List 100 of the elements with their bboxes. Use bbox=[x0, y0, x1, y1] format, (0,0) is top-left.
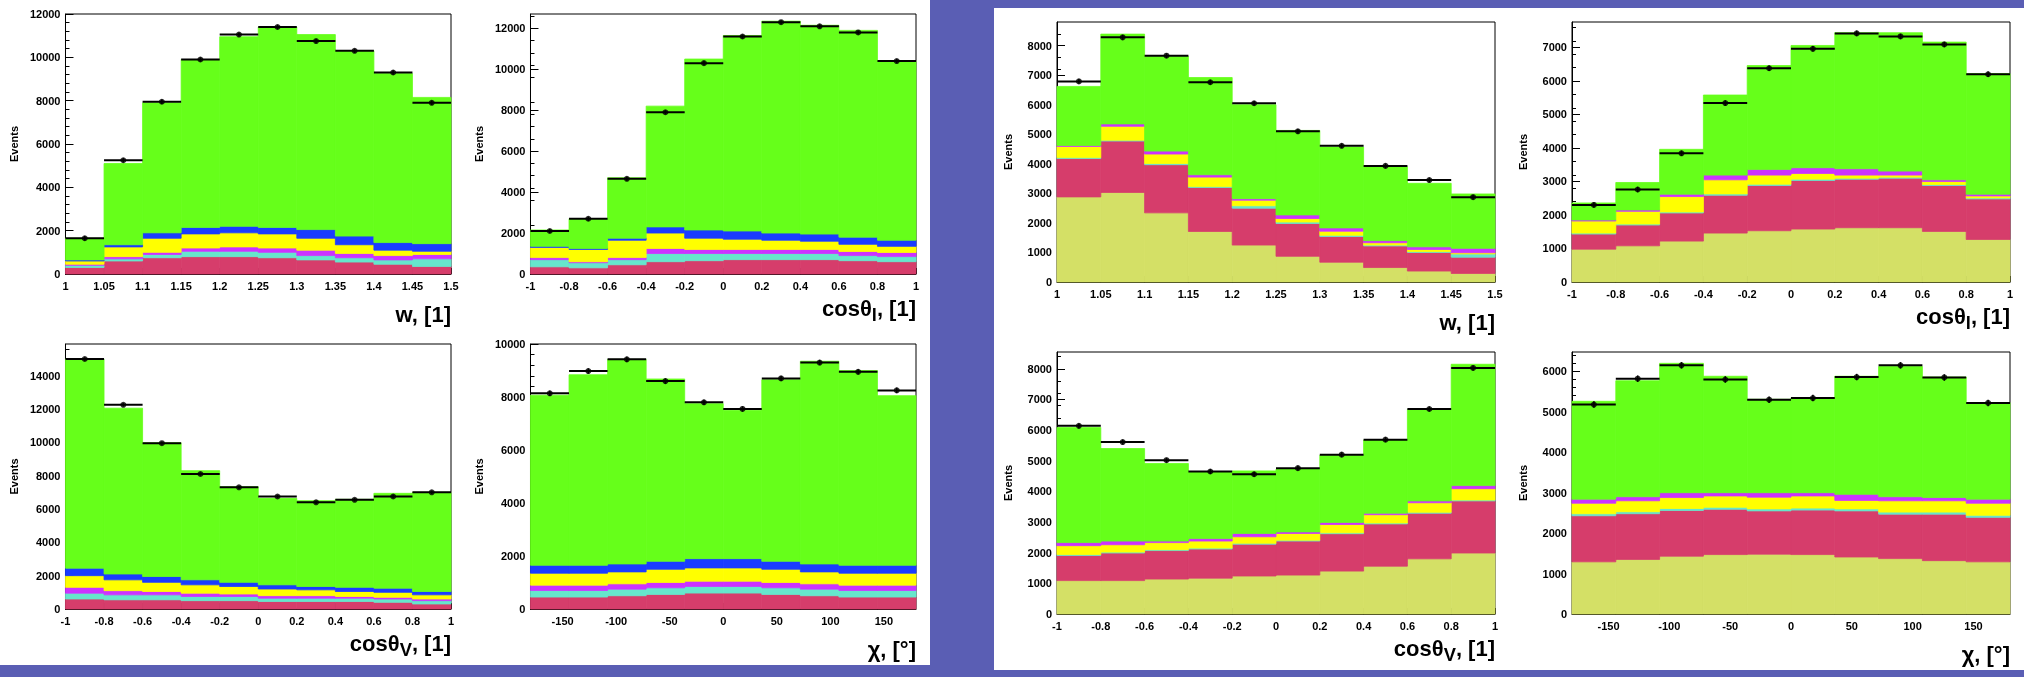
x-tick-label: 1.5 bbox=[443, 279, 459, 292]
x-tick-label: 1 bbox=[62, 279, 69, 292]
x-tick-label: -0.2 bbox=[675, 279, 695, 292]
x-tick-label: 0 bbox=[1272, 619, 1280, 632]
y-tick-label: 5000 bbox=[1542, 108, 1567, 121]
x-tick-label: 1.05 bbox=[93, 279, 115, 292]
x-axis-title: cosθ$_{V}$, [1] bbox=[1393, 635, 1495, 667]
x-tick-label: -0.4 bbox=[636, 279, 657, 292]
x-tick-label: -0.8 bbox=[94, 614, 114, 627]
y-tick-label: 3000 bbox=[1542, 175, 1567, 188]
y-tick-label: 12000 bbox=[29, 8, 61, 20]
x-tick-label: 0.6 bbox=[1399, 619, 1416, 632]
x-axis-title: χ, [°] bbox=[867, 637, 916, 663]
x-tick-label: 1.3 bbox=[289, 279, 305, 292]
x-tick-label: 1.1 bbox=[134, 279, 151, 292]
x-tick-label: -0.8 bbox=[559, 279, 579, 292]
y-tick-label: 14000 bbox=[29, 369, 61, 382]
x-tick-label: 0.6 bbox=[366, 614, 382, 627]
y-tick-label: 8000 bbox=[36, 469, 61, 482]
y-tick-label: 2000 bbox=[1542, 527, 1567, 540]
x-tick-label: 150 bbox=[1964, 619, 1983, 632]
y-tick-label: 10000 bbox=[29, 436, 61, 449]
x-tick-label: 1.25 bbox=[247, 279, 269, 292]
y-axis-title: Events bbox=[1516, 464, 1529, 502]
y-tick-label: 0 bbox=[519, 603, 526, 615]
y-tick-label: 12000 bbox=[29, 403, 61, 415]
y-tick-label: 0 bbox=[54, 268, 61, 280]
y-tick-label: 8000 bbox=[36, 94, 61, 107]
y-axis-title: Events bbox=[7, 458, 20, 495]
y-axis-title: Events bbox=[472, 125, 485, 163]
x-tick-label: 0.2 bbox=[1827, 287, 1843, 300]
y-tick-label: 4000 bbox=[36, 536, 61, 549]
y-tick-label: 1000 bbox=[1542, 242, 1567, 255]
y-tick-label: 8000 bbox=[501, 104, 526, 117]
y-tick-label: 10000 bbox=[494, 338, 526, 350]
x-tick-label: 1.1 bbox=[1136, 287, 1153, 300]
x-tick-label: 1.3 bbox=[1312, 287, 1328, 300]
x-tick-label: 1.25 bbox=[1265, 287, 1287, 300]
y-tick-label: 8000 bbox=[1027, 362, 1052, 375]
x-tick-label: 150 bbox=[874, 614, 894, 627]
x-tick-label: 1.35 bbox=[324, 279, 347, 292]
x-tick-label: -0.2 bbox=[1222, 619, 1242, 632]
y-axis-title: Events bbox=[472, 458, 485, 495]
y-tick-label: 1000 bbox=[1542, 567, 1567, 580]
x-tick-label: -1 bbox=[1052, 619, 1062, 632]
x-tick-label: 1 bbox=[912, 279, 920, 292]
y-tick-label: 12000 bbox=[494, 22, 526, 35]
y-tick-label: 4000 bbox=[1542, 141, 1567, 154]
x-tick-label: 0.4 bbox=[327, 614, 344, 627]
x-tick-label: -50 bbox=[1722, 619, 1739, 632]
x-tick-label: 50 bbox=[770, 614, 783, 627]
x-tick-label: 100 bbox=[1903, 619, 1922, 632]
x-tick-label: 0.8 bbox=[1958, 287, 1974, 300]
y-tick-label: 2000 bbox=[501, 550, 526, 562]
x-tick-label: 0.8 bbox=[869, 279, 886, 292]
x-tick-label: 0.8 bbox=[1443, 619, 1459, 632]
y-tick-label: 4000 bbox=[36, 181, 61, 194]
x-tick-label: 1.35 bbox=[1352, 287, 1375, 300]
x-tick-label: 1.5 bbox=[1487, 287, 1503, 300]
y-tick-label: 6000 bbox=[36, 503, 61, 515]
x-tick-label: -150 bbox=[551, 614, 574, 627]
x-tick-label: 50 bbox=[1845, 619, 1858, 632]
y-tick-label: 10000 bbox=[29, 51, 61, 64]
x-tick-label: 0.8 bbox=[404, 614, 421, 627]
x-tick-label: 0.4 bbox=[1355, 619, 1373, 632]
x-tick-label: 1.4 bbox=[366, 279, 383, 292]
x-tick-label: 1.45 bbox=[1440, 287, 1462, 300]
y-tick-label: 6000 bbox=[1542, 365, 1567, 378]
y-tick-label: 5000 bbox=[1027, 454, 1052, 467]
x-tick-label: -50 bbox=[661, 614, 678, 627]
x-tick-label: 0.4 bbox=[792, 279, 809, 292]
x-tick-label: 1.05 bbox=[1090, 287, 1112, 300]
x-axis-title: cosθ$_{l}$, [1] bbox=[1915, 303, 2010, 335]
y-tick-label: 0 bbox=[519, 268, 526, 280]
x-tick-label: 0.6 bbox=[1914, 287, 1931, 300]
y-tick-label: 5000 bbox=[1542, 405, 1567, 418]
y-tick-label: 4000 bbox=[1542, 446, 1567, 459]
y-tick-label: 4000 bbox=[501, 186, 526, 199]
y-tick-label: 6000 bbox=[1542, 74, 1567, 87]
x-tick-label: 0 bbox=[720, 279, 727, 292]
x-tick-label: 0.2 bbox=[289, 614, 305, 627]
x-tick-label: 1.2 bbox=[1224, 287, 1240, 300]
y-tick-label: 3000 bbox=[1542, 486, 1567, 499]
y-tick-label: 6000 bbox=[1027, 424, 1052, 437]
x-tick-label: -0.6 bbox=[598, 279, 618, 292]
y-tick-label: 7000 bbox=[1027, 69, 1052, 82]
y-axis-title: Events bbox=[1001, 133, 1014, 171]
x-axis-title: cosθ$_{V}$, [1] bbox=[349, 630, 451, 662]
x-tick-label: 1.45 bbox=[401, 279, 424, 292]
x-tick-label: 1.15 bbox=[170, 279, 192, 292]
y-tick-label: 3000 bbox=[1027, 187, 1052, 200]
x-tick-label: -100 bbox=[1658, 619, 1681, 632]
x-tick-label: -0.4 bbox=[1693, 287, 1714, 300]
x-axis-title: w, [1] bbox=[1439, 310, 1495, 336]
y-tick-label: 7000 bbox=[1027, 393, 1052, 406]
y-tick-label: 4000 bbox=[501, 497, 526, 509]
x-tick-label: -0.4 bbox=[171, 614, 192, 627]
y-tick-label: 2000 bbox=[36, 569, 61, 582]
y-tick-label: 5000 bbox=[1027, 128, 1052, 141]
y-tick-label: 8000 bbox=[501, 391, 526, 403]
